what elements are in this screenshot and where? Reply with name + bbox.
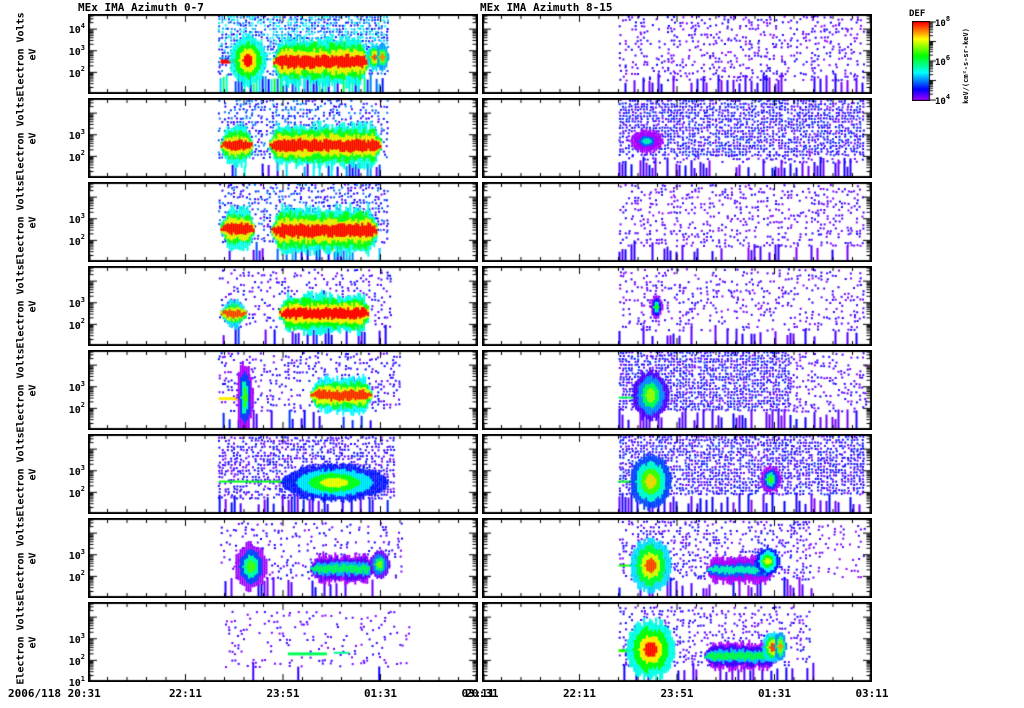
colorbar-units-label: keV/(cm²-s-sr-keV) bbox=[962, 28, 971, 104]
y-tick-label-10e3: 103 bbox=[68, 463, 85, 479]
y-tick-label-10e3: 103 bbox=[68, 379, 85, 395]
y-axis-title-row1: Electron Volts eV bbox=[4, 11, 50, 97]
y-tick-label-10e3: 103 bbox=[68, 43, 85, 59]
colorbar-tick-label-10e6: 106 bbox=[935, 54, 951, 68]
spectrogram-panel-col1-row6 bbox=[482, 518, 872, 598]
colorbar-gradient bbox=[912, 21, 942, 101]
colorbar-title: DEF bbox=[909, 9, 926, 19]
y-axis-title-row5: Electron Volts eV bbox=[4, 347, 50, 433]
y-tick-label-10e3: 103 bbox=[68, 211, 85, 227]
x-tick-label-left-01:31: 01:31 bbox=[363, 687, 398, 700]
y-tick-label-10e3: 103 bbox=[68, 631, 85, 647]
x-tick-label-right-22:11: 22:11 bbox=[562, 687, 597, 700]
colorbar-units: keV/(cm²-s-sr-keV) bbox=[948, 18, 984, 114]
spectrogram-panel-col1-row5 bbox=[482, 434, 872, 514]
y-tick-label-10e3: 103 bbox=[68, 127, 85, 143]
y-axis-title-row6: Electron Volts eV bbox=[4, 431, 50, 517]
y-axis-title-text: Electron Volts eV bbox=[15, 515, 39, 601]
spectrogram-panel-col0-row7 bbox=[88, 602, 478, 682]
spectrogram-panel-col0-row3 bbox=[88, 266, 478, 346]
right-column-title: MEx IMA Azimuth 8-15 bbox=[480, 1, 613, 14]
y-axis-title-text: Electron Volts eV bbox=[15, 347, 39, 433]
spectrogram-panel-col1-row3 bbox=[482, 266, 872, 346]
y-tick-label-10e2: 102 bbox=[68, 485, 85, 500]
x-tick-label-right-03:11: 03:11 bbox=[855, 687, 889, 700]
y-tick-label-10e2: 102 bbox=[68, 65, 85, 80]
y-axis-title-row7: Electron Volts eV bbox=[4, 515, 50, 601]
y-tick-label-10e2: 102 bbox=[68, 317, 85, 332]
y-axis-title-row2: Electron Volts eV bbox=[4, 95, 50, 181]
y-axis-title-row3: Electron Volts eV bbox=[4, 179, 50, 265]
y-tick-label-10e1: 101 bbox=[68, 675, 85, 690]
left-column-title: MEx IMA Azimuth 0-7 bbox=[78, 1, 204, 14]
y-axis-title-text: Electron Volts eV bbox=[15, 95, 39, 181]
spectrogram-panel-col1-row4 bbox=[482, 350, 872, 430]
x-tick-label-right-01:31: 01:31 bbox=[757, 687, 792, 700]
y-tick-label-10e4: 104 bbox=[68, 22, 85, 37]
spectrogram-panel-col1-row7 bbox=[482, 602, 872, 682]
spectrogram-panel-col0-row4 bbox=[88, 350, 478, 430]
y-tick-label-10e2: 102 bbox=[68, 401, 85, 416]
y-axis-title-text: Electron Volts eV bbox=[15, 263, 39, 349]
spectrogram-panel-col0-row1 bbox=[88, 98, 478, 178]
y-tick-label-10e2: 102 bbox=[68, 233, 85, 248]
y-tick-label-10e2: 102 bbox=[68, 653, 85, 668]
spectrogram-panel-col0-row0 bbox=[88, 14, 478, 94]
x-tick-label-left-03:11: 03:11 bbox=[461, 687, 495, 700]
x-axis-start-label: 2006/118 20:31 bbox=[8, 687, 101, 700]
y-axis-title-row4: Electron Volts eV bbox=[4, 263, 50, 349]
x-tick-label-left-22:11: 22:11 bbox=[168, 687, 203, 700]
spectrogram-panel-col1-row0 bbox=[482, 14, 872, 94]
colorbar-tick-label-10e8: 108 bbox=[935, 15, 951, 29]
y-tick-label-10e3: 103 bbox=[68, 547, 85, 563]
y-tick-label-10e2: 102 bbox=[68, 569, 85, 584]
x-tick-label-right-20:31: 20:31 bbox=[465, 687, 499, 700]
x-tick-label-right-23:51: 23:51 bbox=[660, 687, 694, 700]
y-axis-title-text: Electron Volts eV bbox=[15, 11, 39, 97]
y-axis-title-text: Electron Volts eV bbox=[15, 599, 39, 685]
spectrogram-panel-col1-row2 bbox=[482, 182, 872, 262]
x-tick-label-left-23:51: 23:51 bbox=[266, 687, 300, 700]
y-tick-label-10e3: 103 bbox=[68, 295, 85, 311]
y-axis-title-text: Electron Volts eV bbox=[15, 179, 39, 265]
spectrogram-panel-col1-row1 bbox=[482, 98, 872, 178]
y-axis-title-row8: Electron Volts eV bbox=[4, 599, 50, 685]
y-axis-title-text: Electron Volts eV bbox=[15, 431, 39, 517]
y-tick-label-10e2: 102 bbox=[68, 149, 85, 164]
colorbar-tick-label-10e4: 104 bbox=[935, 93, 951, 107]
spectrogram-panel-col0-row2 bbox=[88, 182, 478, 262]
spectrogram-panel-col0-row6 bbox=[88, 518, 478, 598]
spectrogram-panel-col0-row5 bbox=[88, 434, 478, 514]
